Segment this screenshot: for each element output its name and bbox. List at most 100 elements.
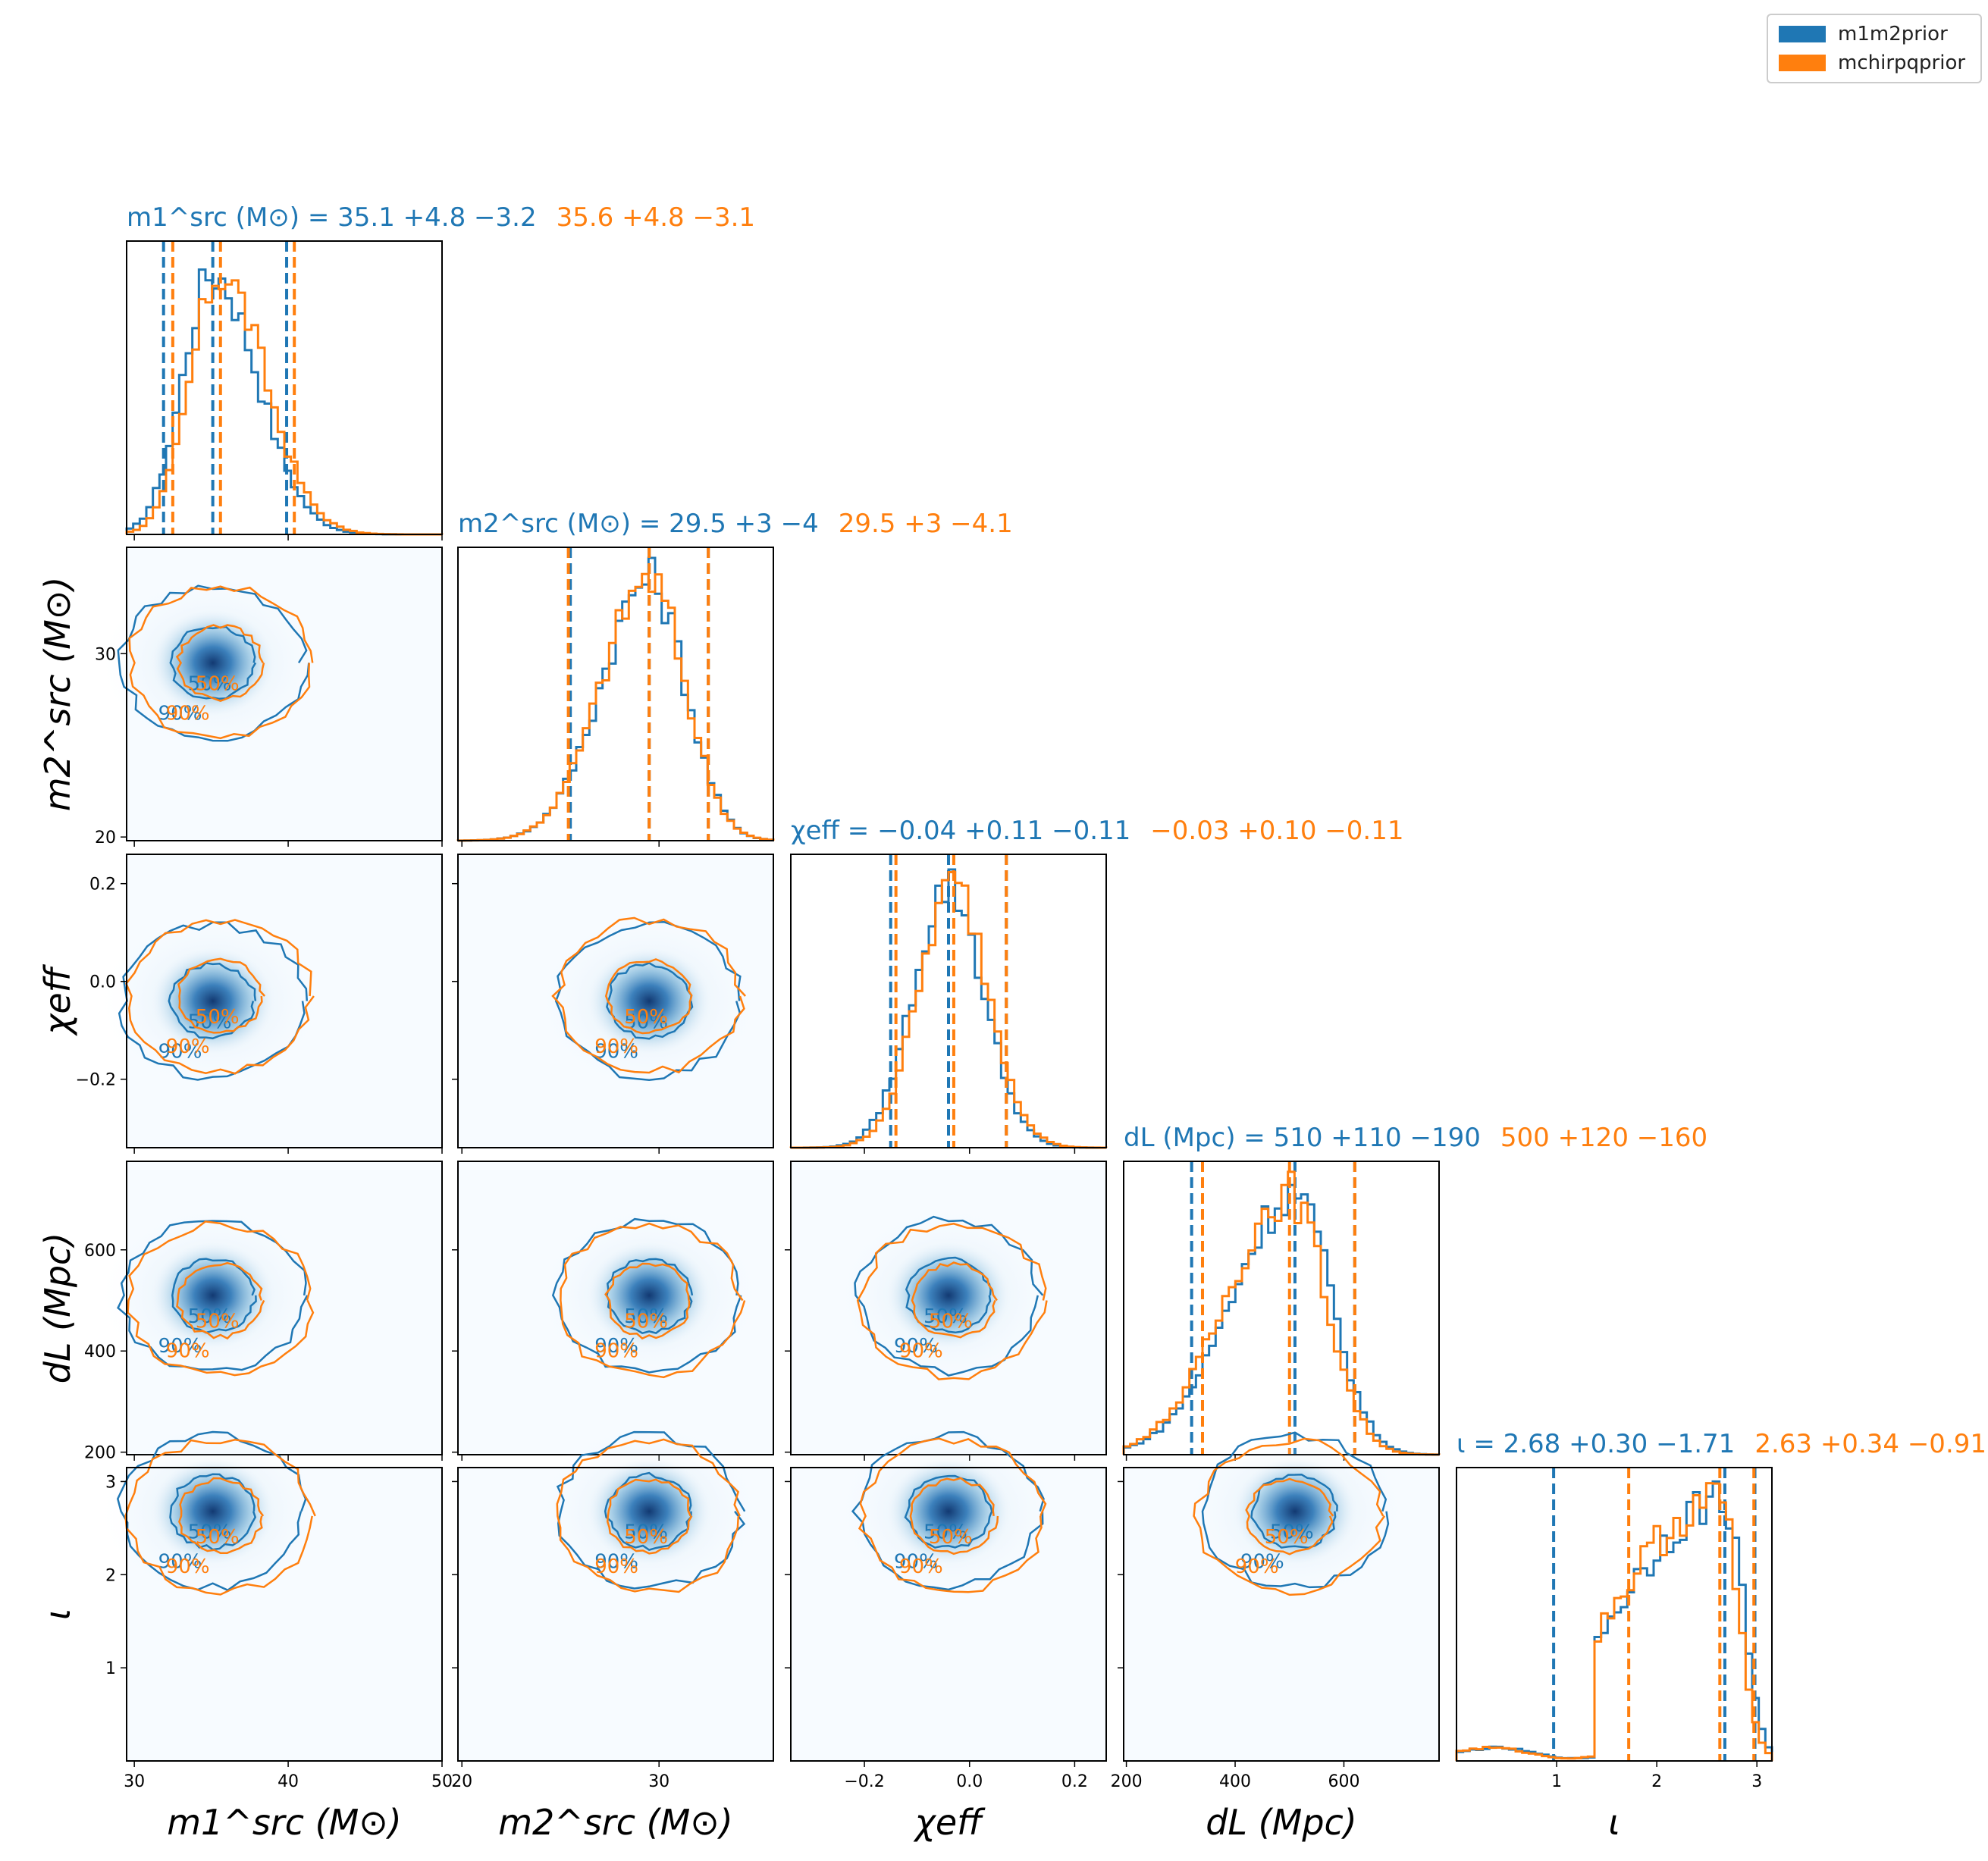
contour-label: 50%: [188, 1521, 232, 1544]
contour-mchirpqprior-50pct: [176, 1261, 265, 1340]
y-axis-label-iota: ι: [37, 1609, 78, 1621]
contour-label: 90%: [158, 1551, 202, 1574]
y-tick-label: 600: [84, 1242, 116, 1261]
legend-entry-mchirpqprior: mchirpqprior: [1779, 50, 1965, 76]
x-tick-label: 1: [1551, 1772, 1562, 1791]
contour-mchirpqprior-90pct: [856, 1223, 1048, 1380]
histogram-mchirpqprior-m2: [456, 572, 775, 842]
contour-label: 50%: [923, 1521, 967, 1544]
x-tick-label: 40: [278, 1772, 299, 1791]
contour-mchirpqprior-90pct: [128, 585, 314, 740]
x-axis-label-m1: m1^src (M⊙): [167, 1802, 402, 1843]
contour-label: 50%: [196, 1526, 240, 1549]
panel-frame-4-1: [457, 1467, 774, 1762]
contour-m1m2prior-50pct: [905, 1256, 992, 1334]
contour-label: 90%: [899, 1339, 943, 1362]
title-m1m2prior-iota: ι = 2.68 +0.30 −1.71: [1457, 1429, 1735, 1459]
panel-frame-0-0: [126, 240, 443, 535]
legend-swatch-blue: [1779, 26, 1826, 42]
title-m1m2prior-dL: dL (Mpc) = 510 +110 −190: [1124, 1123, 1481, 1153]
contour-label: 90%: [158, 1041, 202, 1064]
histogram-mchirpqprior-chi_eff: [789, 870, 1108, 1149]
y-axis-label-m2: m2^src (M⊙): [37, 577, 78, 812]
contour-label: 90%: [594, 1035, 638, 1058]
y-tick-label: 200: [84, 1444, 116, 1463]
contour-label: 50%: [923, 1305, 967, 1328]
x-axis-label-chi: χeff: [913, 1802, 986, 1843]
contour-m1m2prior-50pct: [169, 625, 257, 700]
x-tick-label: 2: [1651, 1772, 1662, 1791]
contour-label: 90%: [158, 702, 202, 725]
contour-m1m2prior-90pct: [556, 1430, 746, 1590]
y-tick-label: 2: [105, 1566, 116, 1585]
contour-label: 90%: [1235, 1556, 1279, 1578]
contour-mchirpqprior-50pct: [604, 1262, 691, 1340]
contour-label: 50%: [624, 1310, 668, 1333]
histogram-mchirpqprior-dL: [1122, 1170, 1441, 1456]
title-m1m2prior-m1: m1^src (M⊙) = 35.1 +4.8 −3.2: [127, 202, 537, 233]
panel-frame-4-0: [126, 1467, 443, 1762]
x-tick-label: 200: [1111, 1772, 1143, 1791]
y-tick-label: 1: [105, 1659, 116, 1678]
contour-mchirpqprior-90pct: [124, 1439, 316, 1596]
legend-swatch-orange: [1779, 55, 1826, 71]
contour-m1m2prior-50pct: [604, 1471, 692, 1551]
x-tick-label: 400: [1219, 1772, 1251, 1791]
y-axis-label-chi_eff: χeff: [37, 963, 78, 1037]
contour-mchirpqprior-50pct: [911, 1261, 998, 1339]
x-axis-label-dL: dL (Mpc): [1206, 1802, 1357, 1843]
histogram-mchirpqprior-iota: [1455, 1482, 1773, 1761]
contour-mchirpqprior-90pct: [858, 1437, 1047, 1593]
contour-label: 50%: [624, 1526, 668, 1549]
x-tick-label: 20: [451, 1772, 472, 1791]
title-m1m2prior-chi_eff: χeff = −0.04 +0.11 −0.11: [791, 816, 1130, 846]
x-tick-label: 30: [124, 1772, 145, 1791]
panel-frame-1-0: [126, 547, 443, 841]
contour-label: 90%: [594, 1556, 638, 1578]
panel-frame-2-2: [790, 854, 1107, 1148]
panel-frame-4-2: [790, 1467, 1107, 1762]
contour-mchirpqprior-90pct: [1193, 1437, 1386, 1596]
contour-label: 50%: [188, 1011, 232, 1034]
y-tick-label: −0.2: [76, 1071, 116, 1090]
contour-label: 50%: [196, 672, 240, 695]
y-tick-label: 400: [84, 1342, 116, 1361]
legend-label: mchirpqprior: [1838, 52, 1966, 74]
contour-label: 50%: [196, 1310, 240, 1333]
title-mchirpqprior-m2: 29.5 +3 −4.1: [839, 509, 1013, 539]
title-m1m2prior-m2: m2^src (M⊙) = 29.5 +3 −4: [458, 509, 819, 539]
contour-m1m2prior-50pct: [1250, 1473, 1338, 1549]
contour-label: 90%: [894, 1335, 938, 1358]
y-tick-label: 3: [105, 1473, 116, 1492]
contour-m1m2prior-90pct: [551, 1217, 742, 1374]
x-tick-label: 0.2: [1061, 1772, 1088, 1791]
x-tick-label: 3: [1751, 1772, 1762, 1791]
y-tick-label: 0.0: [89, 973, 116, 992]
y-tick-label: 20: [95, 829, 116, 847]
contour-label: 90%: [894, 1551, 938, 1574]
contour-mchirpqprior-50pct: [607, 1478, 693, 1555]
contour-mchirpqprior-90pct: [551, 916, 747, 1074]
contour-label: 50%: [188, 1305, 232, 1328]
panel-frame-4-4: [1456, 1467, 1773, 1762]
contour-label: 90%: [158, 1335, 202, 1358]
x-tick-label: −0.2: [844, 1772, 884, 1791]
x-axis-label-iota: ι: [1608, 1802, 1620, 1843]
contour-m1m2prior-50pct: [169, 1473, 257, 1551]
contour-m1m2prior-90pct: [851, 1430, 1045, 1591]
contour-label: 90%: [166, 702, 210, 725]
legend-label: m1m2prior: [1838, 23, 1948, 45]
contour-mchirpqprior-90pct: [127, 1220, 315, 1377]
title-mchirpqprior-chi_eff: −0.03 +0.10 −0.11: [1150, 816, 1403, 846]
panel-frame-2-0: [126, 854, 443, 1148]
contour-label: 90%: [594, 1551, 638, 1574]
contour-label: 50%: [196, 1006, 240, 1029]
x-axis-label-m2: m2^src (M⊙): [498, 1802, 733, 1843]
contour-m1m2prior-50pct: [904, 1474, 993, 1549]
x-tick-label: 50: [431, 1772, 453, 1791]
contour-mchirpqprior-50pct: [178, 1477, 265, 1555]
title-mchirpqprior-iota: 2.63 +0.34 −0.91: [1754, 1429, 1986, 1459]
contour-label: 50%: [929, 1526, 973, 1549]
legend-entry-m1m2prior: m1m2prior: [1779, 21, 1948, 47]
